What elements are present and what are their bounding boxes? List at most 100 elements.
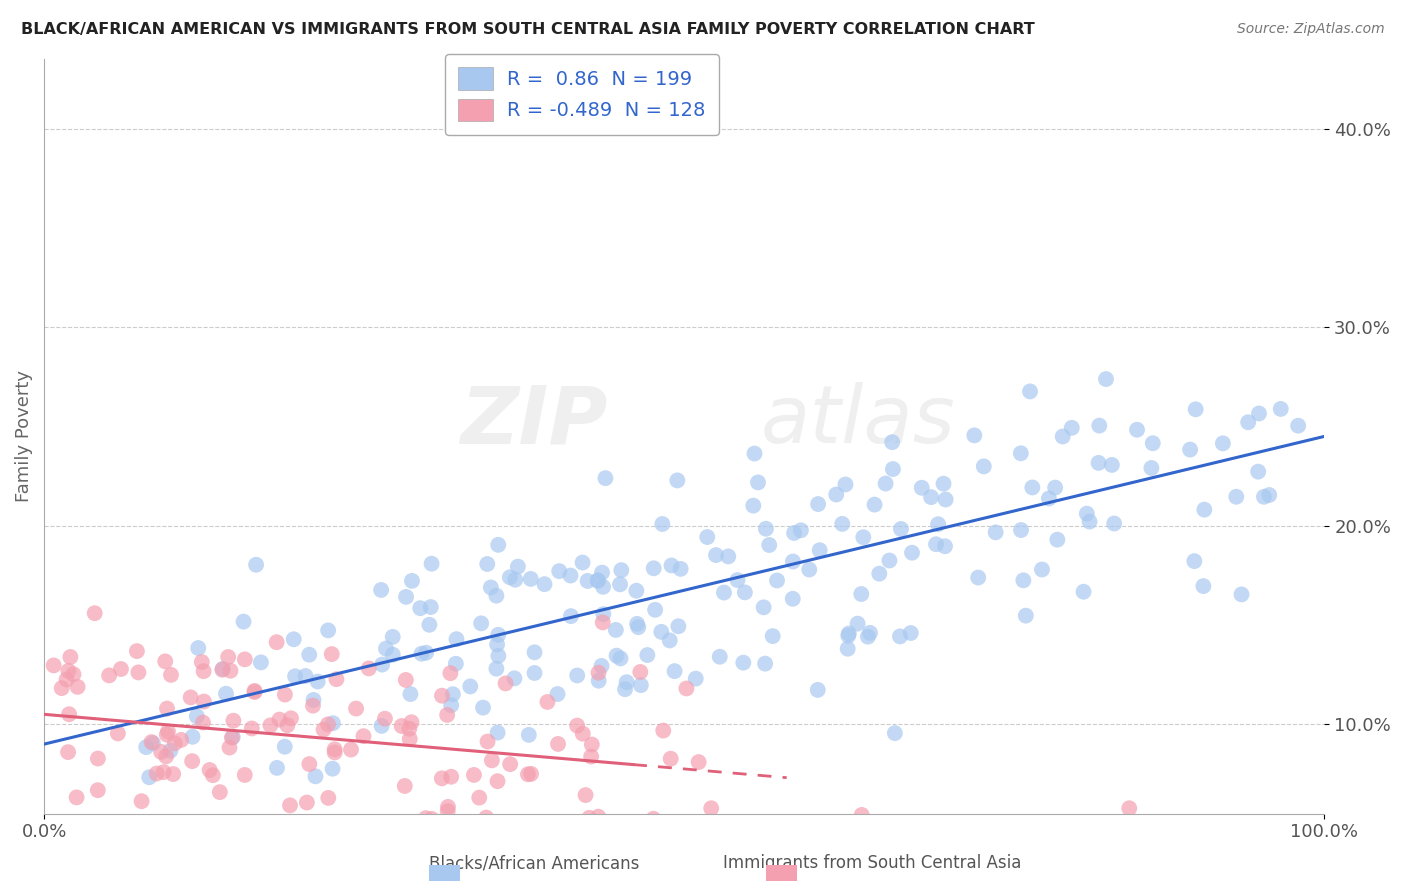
Point	[302, 698, 325, 713]
Point	[859, 626, 882, 640]
Point	[325, 672, 347, 686]
Point	[1192, 579, 1215, 593]
Point	[1184, 402, 1206, 417]
Point	[419, 600, 441, 615]
Point	[118, 819, 141, 833]
Point	[436, 804, 458, 818]
Point	[304, 769, 326, 783]
Point	[370, 582, 392, 597]
Point	[882, 435, 904, 450]
Point	[187, 640, 209, 655]
Point	[439, 666, 461, 681]
Point	[284, 669, 307, 683]
Point	[932, 476, 955, 491]
Point	[323, 746, 346, 760]
Point	[441, 687, 464, 701]
Point	[477, 557, 499, 571]
Point	[856, 630, 879, 644]
Point	[536, 695, 558, 709]
Point	[547, 737, 569, 751]
Point	[581, 738, 603, 752]
Point	[395, 590, 418, 604]
Point	[727, 573, 749, 587]
Point	[846, 616, 869, 631]
Point	[1212, 436, 1234, 450]
Point	[127, 665, 149, 680]
Point	[191, 655, 214, 669]
Point	[837, 641, 859, 656]
Point	[486, 538, 509, 552]
Point	[87, 751, 110, 765]
Point	[107, 726, 129, 740]
Point	[1270, 401, 1292, 416]
Point	[652, 723, 675, 738]
Point	[1012, 574, 1035, 588]
Point	[302, 693, 325, 707]
Point	[135, 740, 157, 755]
Point	[713, 585, 735, 599]
Point	[65, 790, 87, 805]
Point	[499, 570, 522, 584]
Point	[925, 537, 948, 551]
Point	[709, 649, 731, 664]
Point	[782, 591, 804, 606]
Point	[316, 624, 339, 638]
Text: atlas: atlas	[761, 383, 956, 460]
Point	[519, 572, 541, 586]
Point	[644, 603, 666, 617]
Point	[463, 768, 485, 782]
Point	[744, 446, 766, 460]
Point	[825, 487, 848, 501]
Point	[266, 761, 288, 775]
Point	[627, 620, 650, 634]
Point	[215, 687, 238, 701]
Point	[486, 628, 509, 642]
Point	[1258, 488, 1281, 502]
Text: Immigrants from South Central Asia: Immigrants from South Central Asia	[723, 855, 1021, 872]
Point	[316, 717, 339, 731]
Point	[831, 516, 853, 531]
Point	[1073, 584, 1095, 599]
Point	[1043, 481, 1066, 495]
Point	[754, 657, 776, 671]
Point	[783, 526, 806, 541]
Point	[609, 577, 631, 591]
Point	[221, 731, 243, 745]
Point	[420, 557, 443, 571]
Point	[259, 718, 281, 732]
Point	[544, 816, 567, 830]
Point	[486, 725, 509, 739]
Point	[704, 548, 727, 562]
Point	[851, 808, 873, 822]
Point	[523, 645, 546, 659]
Point	[83, 606, 105, 620]
Point	[984, 525, 1007, 540]
Point	[89, 820, 111, 834]
Point	[323, 742, 346, 756]
Point	[742, 499, 765, 513]
Point	[851, 587, 873, 601]
Point	[868, 566, 890, 581]
Point	[495, 676, 517, 690]
Point	[879, 553, 901, 567]
Point	[643, 812, 665, 826]
Point	[1194, 502, 1216, 516]
Point	[1087, 456, 1109, 470]
Point	[162, 767, 184, 781]
Point	[591, 659, 613, 673]
Point	[863, 498, 886, 512]
Point	[499, 757, 522, 772]
Point	[298, 757, 321, 772]
Point	[486, 648, 509, 663]
Point	[66, 680, 89, 694]
Point	[485, 662, 508, 676]
Point	[245, 558, 267, 572]
Point	[468, 790, 491, 805]
Point	[963, 428, 986, 442]
Point	[316, 791, 339, 805]
Point	[477, 734, 499, 748]
Point	[344, 701, 367, 715]
Point	[55, 673, 77, 687]
Point	[1126, 423, 1149, 437]
Point	[1247, 407, 1270, 421]
